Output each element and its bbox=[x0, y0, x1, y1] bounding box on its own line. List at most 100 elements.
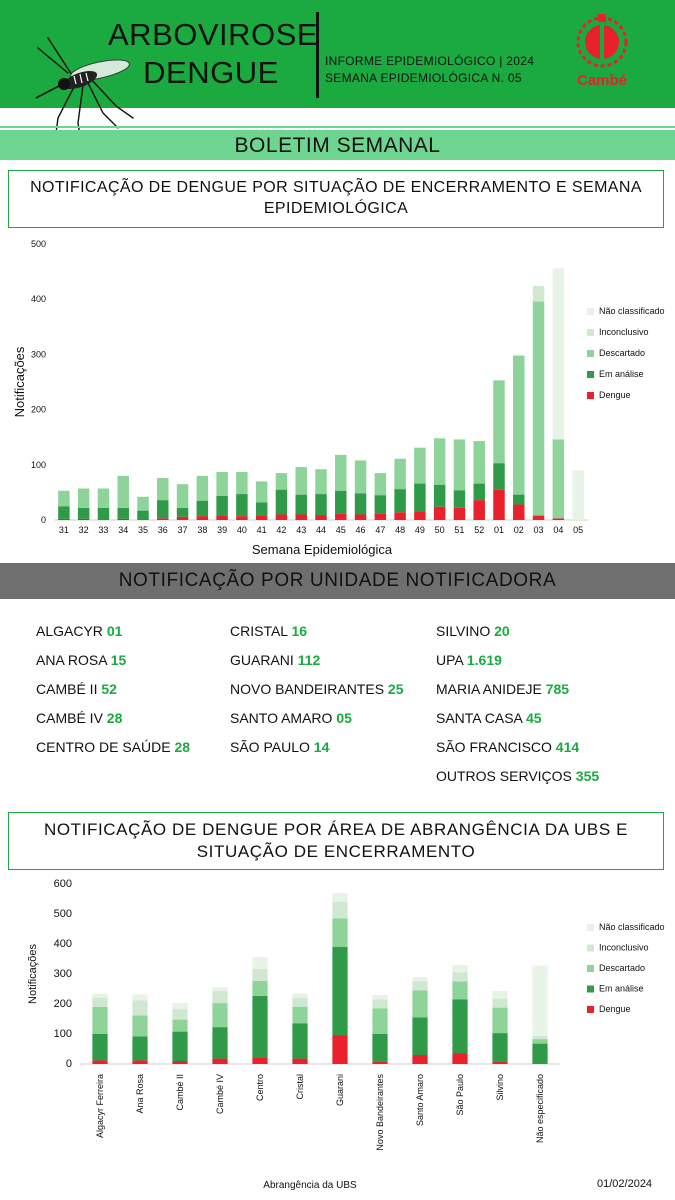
unit-name: CENTRO DE SAÚDE bbox=[36, 739, 175, 755]
bar-segment bbox=[315, 469, 327, 495]
unit-name: GUARANI bbox=[230, 652, 298, 668]
bar-segment bbox=[252, 980, 268, 996]
bar-segment bbox=[374, 473, 387, 496]
x-tick-label: 31 bbox=[59, 525, 69, 535]
unit-name: CAMBÉ IV bbox=[36, 710, 107, 726]
x-tick-label: 01 bbox=[494, 525, 504, 535]
x-tick-label: Cambé II bbox=[175, 1074, 185, 1111]
bar-segment bbox=[473, 483, 485, 501]
unit-name: OUTROS SERVIÇOS bbox=[436, 768, 576, 784]
mosquito-icon bbox=[35, 37, 134, 137]
y-tick-label: 0 bbox=[66, 1058, 72, 1070]
bar-segment bbox=[335, 513, 347, 520]
x-tick-label: 47 bbox=[375, 525, 385, 535]
bar-segment bbox=[212, 1003, 228, 1028]
bar-segment bbox=[137, 519, 149, 520]
bar-segment bbox=[532, 285, 545, 302]
chart2-title: NOTIFICAÇÃO DE DENGUE POR ÁREA DE ABRANG… bbox=[8, 812, 664, 870]
bar-segment bbox=[77, 507, 90, 519]
unit-item: CRISTAL 16 bbox=[230, 622, 404, 651]
header-banner: ARBOVIROSE DENGUE INFORME EPIDEMIOLÓGICO… bbox=[0, 0, 675, 137]
bar-segment bbox=[295, 514, 307, 520]
bar-segment bbox=[372, 1008, 388, 1034]
y-tick-label: 400 bbox=[54, 938, 72, 950]
chart1-weekly-notifications: 0 100 200 300 400 500 Notificações 31 32 33 34 35 36… bbox=[12, 239, 665, 557]
bar-segment bbox=[433, 438, 446, 485]
x-tick-label: 32 bbox=[79, 525, 89, 535]
bar-segment bbox=[132, 1036, 148, 1061]
unit-value: 785 bbox=[545, 681, 570, 697]
x-tick-label: 46 bbox=[356, 525, 366, 535]
bar-segment bbox=[473, 500, 485, 520]
bar-segment bbox=[97, 488, 110, 508]
bar-segment bbox=[315, 494, 327, 516]
bar-segment bbox=[433, 484, 446, 507]
title-line-1: ARBOVIROSE bbox=[108, 17, 318, 52]
bar-segment bbox=[532, 965, 548, 1037]
bar-segment bbox=[412, 990, 428, 1018]
bar-segment bbox=[132, 1015, 148, 1037]
bar-segment bbox=[354, 460, 367, 494]
legend-swatch bbox=[587, 944, 594, 952]
x-tick-label: 05 bbox=[573, 525, 583, 535]
bar-segment bbox=[236, 494, 248, 517]
bar-segment bbox=[292, 1023, 308, 1059]
legend-swatch bbox=[587, 985, 594, 993]
x-tick-label: Guarani bbox=[335, 1074, 345, 1106]
units-column: ALGACYR 01 ANA ROSA 15 CAMBÉ II 52 CAMBÉ IV… bbox=[36, 622, 190, 767]
bar-segment bbox=[452, 1053, 468, 1064]
y-tick-label: 300 bbox=[31, 349, 46, 359]
unit-item: NOVO BANDEIRANTES 25 bbox=[230, 680, 404, 709]
info-line-2: SEMANA EPIDEMIOLÓGICA N. 05 bbox=[325, 71, 522, 85]
legend-label: Em análise bbox=[599, 369, 644, 379]
bar-segment bbox=[552, 518, 565, 520]
x-tick-label: 51 bbox=[454, 525, 464, 535]
bar-segment bbox=[492, 1061, 508, 1064]
bar-segment bbox=[295, 467, 307, 495]
bar-segment bbox=[315, 515, 327, 520]
bar-segment bbox=[275, 473, 288, 490]
bar-segment bbox=[372, 999, 388, 1009]
bar-segment bbox=[172, 1019, 188, 1032]
bar-segment bbox=[532, 301, 545, 516]
unit-item: SÃO PAULO 14 bbox=[230, 738, 404, 767]
legend-label: Dengue bbox=[599, 390, 631, 400]
y-tick-label: 0 bbox=[41, 515, 46, 525]
bar-segment bbox=[216, 495, 228, 516]
bar-segment bbox=[433, 506, 446, 520]
unit-name: UPA bbox=[436, 652, 467, 668]
bar-segment bbox=[412, 977, 428, 982]
bar-segment bbox=[176, 484, 189, 508]
bar-segment bbox=[452, 972, 468, 982]
bar-segment bbox=[374, 513, 387, 520]
x-tick-label: 49 bbox=[415, 525, 425, 535]
unit-name: CAMBÉ II bbox=[36, 681, 102, 697]
legend-swatch bbox=[587, 965, 594, 972]
legend-label: Descartado bbox=[599, 963, 645, 973]
bar-segment bbox=[117, 507, 129, 519]
unit-name: CRISTAL bbox=[230, 623, 292, 639]
bar-segment bbox=[176, 516, 189, 520]
chart2-ubs-notifications: 0 100 200 300 400 500 600 Notificações Algacyr F… bbox=[27, 878, 665, 1191]
bar-segment bbox=[532, 1039, 548, 1044]
unit-name: NOVO BANDEIRANTES bbox=[230, 681, 388, 697]
bar-segment bbox=[172, 1009, 188, 1020]
legend-label: Inconclusivo bbox=[599, 943, 649, 953]
x-tick-label: 50 bbox=[435, 525, 445, 535]
bar-segment bbox=[332, 918, 348, 947]
bar-segment bbox=[117, 518, 129, 520]
x-tick-label: 39 bbox=[217, 525, 227, 535]
bar-segment bbox=[58, 518, 70, 520]
bar-segment bbox=[412, 1017, 428, 1055]
bar-segment bbox=[97, 519, 110, 520]
bar-segment bbox=[196, 516, 209, 520]
bar-segment bbox=[216, 471, 228, 496]
bar-segment bbox=[295, 494, 307, 515]
bar-segment bbox=[493, 489, 505, 520]
bar-segment bbox=[255, 502, 268, 516]
y-tick-label: 100 bbox=[54, 1028, 72, 1040]
bar-segment bbox=[196, 475, 209, 501]
unit-value: 05 bbox=[336, 710, 352, 726]
bar-segment bbox=[532, 1043, 548, 1064]
x-tick-label: Algacyr Ferreira bbox=[95, 1074, 105, 1138]
